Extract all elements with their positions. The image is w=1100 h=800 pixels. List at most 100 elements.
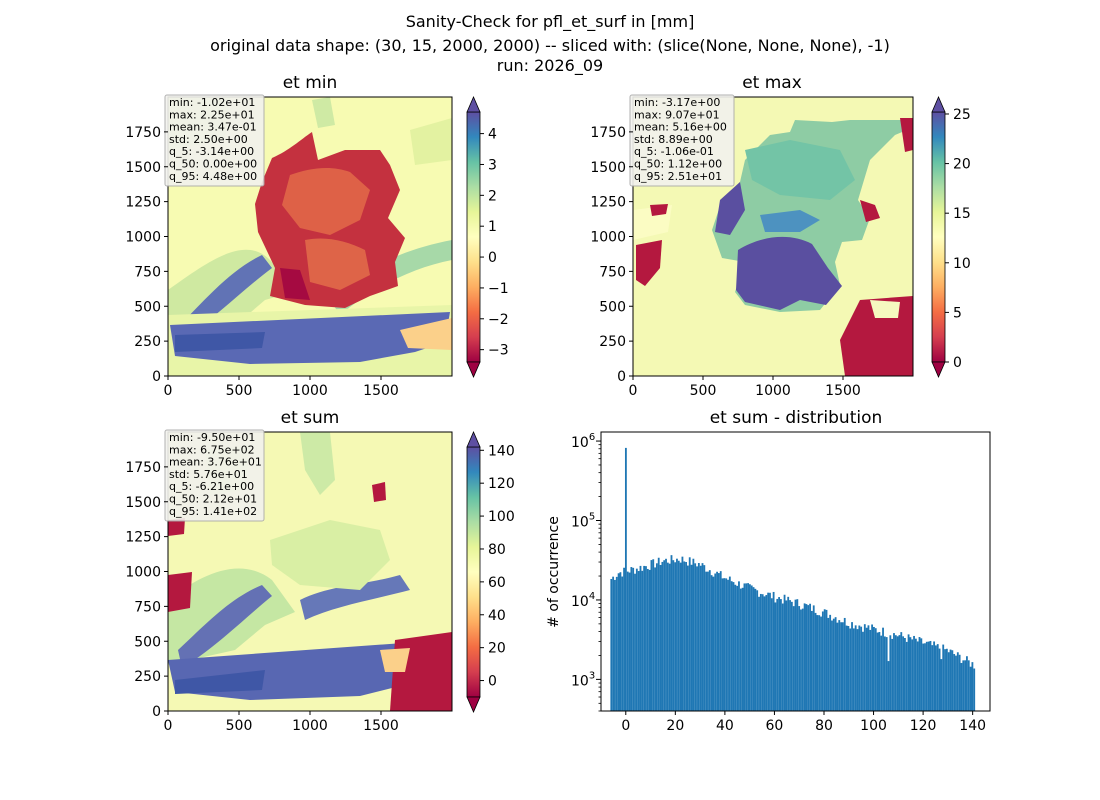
colorbar-tick-label: 20 [953,157,971,173]
histogram-bar [712,576,715,711]
histogram-bar [840,622,843,711]
histogram-bar [873,626,875,711]
histogram-bar [971,662,974,711]
et-sum-colorbar-body [466,446,481,698]
histogram-bar [947,652,950,711]
histogram-bar [790,601,793,711]
histogram-bar [612,576,615,711]
histogram-bar [800,609,802,711]
stats-line: min: -3.17e+00 [634,96,720,109]
colorbar-tick-label: 15 [953,206,971,222]
histogram-bar [842,622,844,711]
histogram-bar [856,629,859,711]
panel-et-sum-title: et sum [281,408,340,428]
y-tick-label: 1250 [125,530,161,546]
histogram-bar [665,558,667,711]
y-tick-label: 1500 [125,160,161,176]
et-max-x-ticks: 0 500 1000 1500 [629,376,861,399]
y-tick-label: 250 [134,334,161,350]
histogram-bar [621,576,624,711]
histogram-bar [655,563,658,711]
histogram-bar [918,637,921,711]
colorbar-tick-label: −2 [488,312,509,328]
y-tick-label: 500 [134,299,161,315]
histogram-bar [750,585,753,711]
histogram-x-ticks: 0 20 40 60 80 100 120 140 [621,711,986,734]
histogram-bar [721,578,724,711]
figure-suptitle-line-3: run: 2026_09 [496,56,604,75]
histogram-bar [929,640,932,711]
histogram-bar [825,609,828,711]
panel-et-sum-distribution: et sum - distribution 0 20 40 60 80 100 120 140… [546,408,991,734]
histogram-bar [759,593,762,711]
histogram-bar [867,625,870,711]
histogram-bar [887,661,890,711]
histogram-bar [779,599,782,711]
et-sum-stats-box [164,429,265,522]
histogram-bar [816,615,819,711]
et-max-y-ticks: 0 250 500 750 1000 1250 1500 1750 [590,125,633,385]
histogram-bar [927,641,930,711]
histogram-bar [940,659,943,711]
histogram-bar [865,627,868,711]
x-tick-label: 60 [766,718,784,734]
histogram-bar [676,558,678,711]
histogram-bar [834,617,837,711]
x-tick-label: 1000 [292,718,328,734]
histogram-bar [727,579,729,711]
histogram-bar [922,643,925,711]
et-sum-x-ticks: 0 500 1000 1500 [164,711,399,734]
histogram-bar [707,571,709,711]
histogram-bar [953,654,956,711]
histogram-bar [747,583,749,711]
histogram-bar [787,596,790,711]
histogram-bar [966,656,968,711]
stats-line: min: -1.02e+01 [169,96,255,109]
histogram-bar [778,597,780,711]
histogram-bar [821,611,824,711]
histogram-bar [717,573,720,711]
y-tick-label: 1500 [125,495,161,511]
y-tick-exponent: 6 [589,432,595,443]
et-sum-colorbar-extend-max [466,430,481,448]
histogram-bar [781,603,784,711]
histogram-bar [956,652,959,711]
histogram-bar [962,660,965,711]
colorbar-tick-label: 5 [953,305,962,321]
histogram-bar [663,560,666,711]
histogram-bar [902,636,905,711]
histogram-bar [634,573,636,711]
colorbar-tick-label: 60 [488,575,506,591]
histogram-bar [710,575,713,711]
et-min-y-ticks: 0 250 500 750 1000 1250 1500 1750 [125,125,168,385]
histogram-bar [785,600,788,711]
histogram-bar [686,565,689,711]
histogram-bar [730,581,733,711]
histogram-bar [831,620,833,711]
colorbar-tick-label: 2 [488,188,497,204]
histogram-bar [774,602,777,711]
histogram-bar [685,561,687,711]
histogram-bar [761,594,764,711]
histogram-bar [650,560,653,711]
histogram-bar [617,573,620,711]
histogram-bar [772,591,775,711]
histogram-bar [796,599,799,711]
stats-line: std: 5.76e+01 [169,468,248,481]
histogram-bar [905,641,908,711]
histogram-bar [708,570,711,711]
histogram-bar [874,628,877,711]
histogram-bar [882,627,884,711]
histogram-bar [933,641,936,711]
x-tick-label: 20 [666,718,684,734]
histogram-bar [758,596,760,711]
panel-et-min-title: et min [283,73,338,93]
histogram-bar [674,562,677,711]
colorbar-tick-label: 3 [488,157,497,173]
histogram-y-axis-label: # of occurrence [546,516,562,628]
histogram-bar [858,625,861,711]
x-tick-label: 1500 [825,383,861,399]
